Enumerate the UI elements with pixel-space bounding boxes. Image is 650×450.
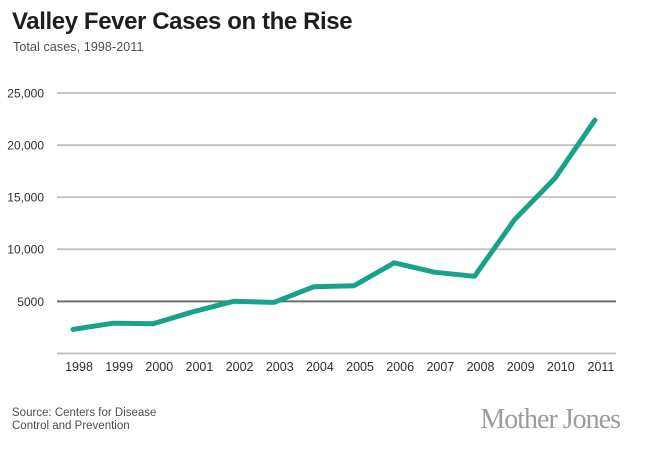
x-tick-label: 2009 (507, 360, 535, 374)
chart-title: Valley Fever Cases on the Rise (12, 8, 353, 35)
x-tick-label: 2006 (386, 360, 414, 374)
motherjones-logo: Mother Jones (480, 404, 621, 435)
trend-line (70, 117, 598, 332)
x-tick-label: 2003 (266, 360, 294, 374)
x-tick-label: 1998 (65, 360, 93, 374)
y-tick-label: 20,000 (7, 139, 44, 153)
y-tick-label: 15,000 (7, 191, 44, 205)
x-tick-label: 2007 (426, 360, 454, 374)
x-tick-label: 2005 (346, 360, 374, 374)
x-tick-label: 2008 (467, 360, 495, 374)
y-tick-label: 5000 (17, 295, 44, 309)
x-tick-label: 2002 (226, 360, 254, 374)
x-tick-label: 1999 (105, 360, 133, 374)
source-note: Source: Centers for Disease Control and … (12, 407, 156, 432)
y-tick-label: 10,000 (7, 243, 44, 257)
x-tick-label: 2004 (306, 360, 334, 374)
y-tick-label: 25,000 (7, 87, 44, 101)
source-line-2: Control and Prevention (12, 419, 130, 432)
x-tick-label: 2011 (588, 360, 615, 374)
source-line-1: Source: Centers for Disease (12, 407, 157, 419)
chart-subtitle: Total cases, 1998-2011 (13, 40, 144, 54)
x-tick-label: 2001 (186, 360, 214, 374)
x-tick-label: 2000 (145, 360, 173, 374)
x-tick-label: 2010 (547, 360, 575, 374)
